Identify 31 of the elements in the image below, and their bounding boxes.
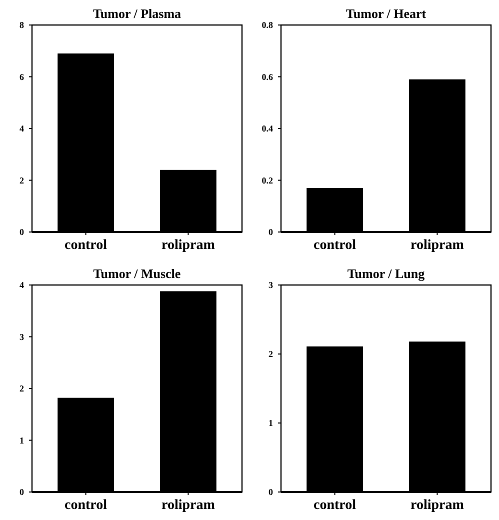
y-tick-label: 1 <box>20 435 24 446</box>
y-tick-label: 0 <box>268 227 274 238</box>
y-tick-label: 0.6 <box>262 72 274 82</box>
chart-title: Tumor / Lung <box>347 266 426 281</box>
y-tick-label: 4 <box>20 280 24 290</box>
x-tick-label: control <box>314 238 356 253</box>
y-tick-label: 3 <box>268 280 274 290</box>
x-tick-label: rolipram <box>162 498 216 513</box>
y-tick-label: 0.4 <box>262 124 274 134</box>
y-tick-label: 0 <box>20 227 24 238</box>
y-tick-label: 2 <box>268 349 274 360</box>
y-tick-label: 0 <box>268 487 274 498</box>
x-tick-label: rolipram <box>410 238 464 253</box>
chart-title: Tumor / Plasma <box>92 6 182 21</box>
y-tick-label: 4 <box>20 124 24 134</box>
y-tick-label: 2 <box>20 175 24 186</box>
x-tick-label: control <box>64 498 108 513</box>
x-tick-label: control <box>314 498 356 513</box>
y-tick-label: 0.8 <box>262 20 274 30</box>
y-tick-label: 1 <box>268 418 274 428</box>
chart-title: Tumor / Muscle <box>93 266 181 281</box>
y-tick-label: 2 <box>20 384 24 394</box>
y-tick-label: 0 <box>20 487 24 498</box>
chart-title: Tumor / Heart <box>346 6 427 21</box>
x-tick-label: rolipram <box>410 498 464 513</box>
y-tick-label: 8 <box>20 20 24 30</box>
x-tick-label: control <box>64 238 108 253</box>
y-tick-label: 0.2 <box>262 175 274 186</box>
x-tick-label: rolipram <box>162 238 216 253</box>
y-tick-label: 3 <box>20 332 24 342</box>
y-tick-label: 6 <box>20 72 24 82</box>
